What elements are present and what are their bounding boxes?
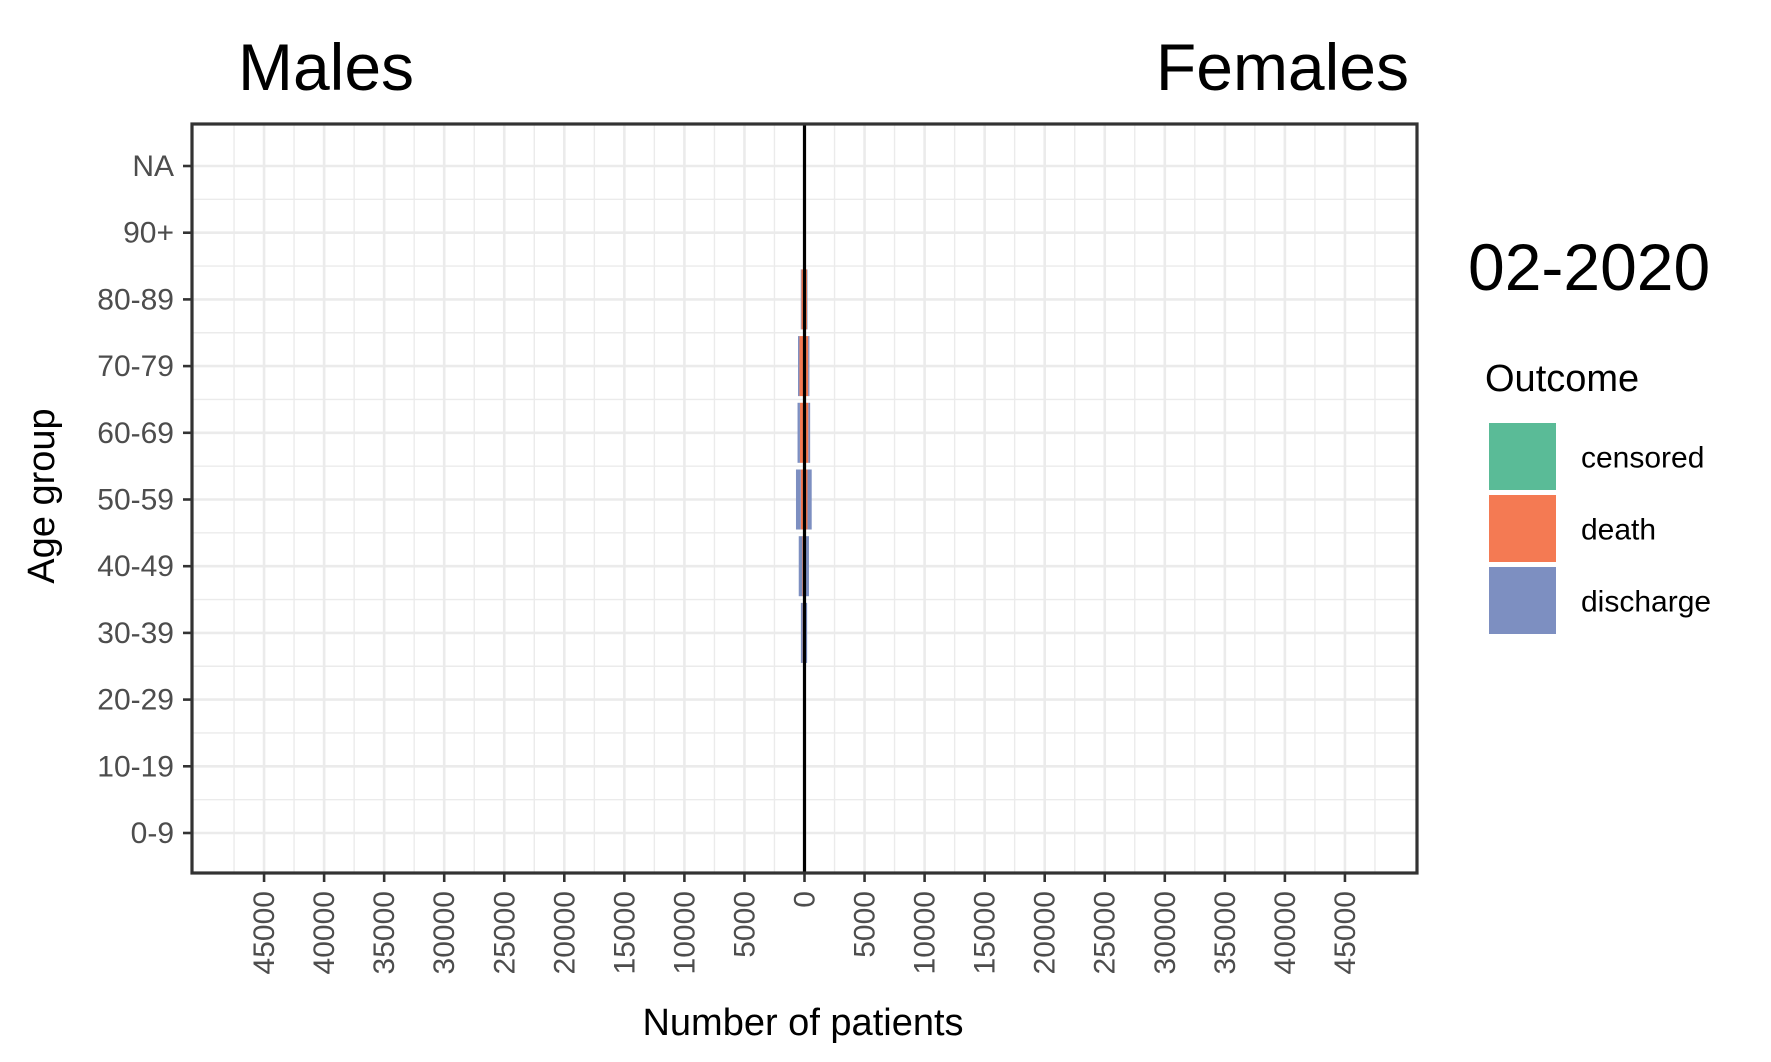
x-axis: 45000 40000 35000 30000 25000 20000 15000 10000… [248,873,1362,974]
x-tick-label: 40000 [308,891,341,974]
x-tick-label: 25000 [488,891,521,974]
x-tick-label: 20000 [1029,891,1062,974]
facet-title-left: Males [238,30,414,104]
legend-label-discharge: discharge [1581,586,1711,619]
bar-males-discharge-40-49 [798,536,803,597]
x-tick-label: 35000 [368,891,401,974]
bar-males-discharge-50-59 [795,469,801,530]
bar-females-discharge-80-89 [806,269,808,330]
x-tick-label: 40000 [1269,891,1302,974]
y-tick-label: 50-59 [97,484,174,517]
y-tick-label: 70-79 [97,350,174,383]
x-tick-label: 15000 [969,891,1002,974]
legend-key-discharge [1489,567,1556,634]
legend-label-censored: censored [1581,442,1704,475]
x-tick-label: 30000 [1149,891,1182,974]
x-tick-label: 25000 [1089,891,1122,974]
bar-females-discharge-60-69 [808,402,811,463]
y-tick-label: 10-19 [97,750,174,783]
legend-title: Outcome [1485,358,1639,400]
y-axis: 0-9 10-19 20-29 30-39 40-49 50-59 60-69 70-79 80… [97,150,192,850]
x-tick-label: 30000 [428,891,461,974]
bar-males-discharge-80-89 [800,269,802,330]
y-tick-label: 40-49 [97,550,174,583]
y-tick-label: NA [132,150,174,183]
legend-key-death [1489,495,1556,562]
bar-males-death-70-79 [799,336,805,397]
bar-males-death-50-59 [800,469,804,530]
y-tick-label: 20-29 [97,684,174,717]
date-title: 02-2020 [1468,230,1710,304]
bar-females-death-50-59 [805,469,808,530]
bar-males-death-80-89 [801,269,805,330]
y-axis-title: Age group [21,408,63,583]
y-tick-label: 80-89 [97,283,174,316]
bar-males-discharge-60-69 [797,402,800,463]
x-tick-label: 0 [789,891,822,908]
legend: censored death discharge [1489,423,1711,634]
bar-females-discharge-30-39 [805,602,808,663]
x-tick-label: 45000 [1329,891,1362,974]
x-tick-label: 35000 [1209,891,1242,974]
bar-females-death-60-69 [804,402,809,463]
x-tick-label: 5000 [849,891,882,958]
bar-females-death-70-79 [804,336,809,397]
x-tick-label: 15000 [608,891,641,974]
x-tick-label: 5000 [728,891,761,958]
y-tick-label: 90+ [123,217,174,250]
grid-major-lines [192,124,1417,873]
y-tick-label: 60-69 [97,417,174,450]
bar-males-discharge-30-39 [800,602,803,663]
x-axis-title: Number of patients [642,1002,963,1044]
x-tick-label: 10000 [909,891,942,974]
facet-title-right: Females [1156,30,1409,104]
legend-key-censored [1489,423,1556,490]
y-tick-label: 30-39 [97,617,174,650]
bar-females-discharge-50-59 [807,469,812,530]
bar-females-discharge-40-49 [805,536,809,597]
legend-label-death: death [1581,514,1656,547]
bar-males-discharge-70-79 [798,336,800,397]
x-tick-label: 10000 [668,891,701,974]
x-tick-label: 20000 [548,891,581,974]
x-tick-label: 45000 [248,891,281,974]
bar-males-death-60-69 [799,402,805,463]
bar-females-discharge-70-79 [808,336,810,397]
y-tick-label: 0-9 [131,817,174,850]
